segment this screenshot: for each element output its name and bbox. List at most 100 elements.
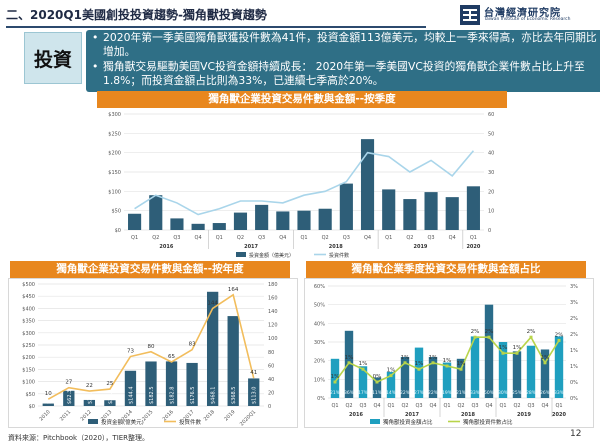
- x-tick-label: 2020Q1: [239, 409, 257, 427]
- x-year-label: 2020: [466, 244, 480, 250]
- x-tick-label: Q3: [427, 235, 434, 241]
- x-tick-label: 2010: [38, 409, 51, 422]
- summary-box: 投資 • 2020年第一季美國獨角獸獲投件數為41件，投資金額113億美元，均較…: [24, 30, 600, 92]
- bar: [344, 330, 354, 398]
- x-tick-label: Q3: [359, 403, 366, 409]
- legend-label: 投資件數: [179, 418, 202, 426]
- x-year-label: 2017: [244, 244, 258, 250]
- bar: [456, 358, 466, 398]
- x-tick-label: Q3: [471, 403, 478, 409]
- line-value-label: 1%: [415, 361, 424, 367]
- bar-value-label: 19%: [442, 390, 453, 396]
- series-point: [361, 367, 365, 371]
- bar-value-label: $182.5: [149, 387, 155, 405]
- line-value-label: 1%: [513, 345, 522, 351]
- bar: [403, 199, 417, 230]
- y-left-tick-label: $300: [22, 331, 35, 337]
- bar: [339, 183, 353, 230]
- x-tick-label: Q1: [470, 235, 477, 241]
- line-value-label: 80: [148, 344, 155, 350]
- bar: [276, 211, 290, 230]
- line-value-label: 1%: [387, 368, 396, 374]
- bar: [318, 208, 332, 230]
- x-tick-label: Q4: [485, 403, 492, 409]
- x-year-label: 2018: [461, 412, 475, 418]
- x-tick-label: Q2: [457, 403, 464, 409]
- y-left-tick-label: $150: [22, 367, 35, 373]
- logo: 台灣經濟研究院 Taiwan Institute of Economic Res…: [460, 3, 595, 27]
- line-value-label: 2%: [471, 329, 480, 335]
- bar: [358, 366, 368, 398]
- y-right-tick-label: 10: [488, 209, 494, 215]
- y-right-tick-label: 120: [268, 323, 278, 329]
- bar: [498, 342, 508, 398]
- bar-value-label: $176.5: [190, 387, 196, 405]
- x-tick-label: Q2: [406, 235, 413, 241]
- y-left-tick-label: $500: [22, 282, 35, 288]
- chart-frame: [304, 278, 594, 428]
- y-right-tick-label: 0: [488, 228, 491, 234]
- x-tick-label: Q4: [279, 235, 286, 241]
- header: 二、2020Q1美國創投投資趨勢-獨角獸投資趨勢 台灣經濟研究院 Taiwan …: [0, 0, 600, 28]
- y-right-tick-label: 0%: [570, 380, 578, 386]
- series-point: [431, 361, 435, 365]
- x-tick-label: Q1: [387, 403, 394, 409]
- bar: [484, 304, 494, 398]
- line-value-label: 1%: [443, 358, 452, 364]
- y-left-tick-label: 10%: [314, 377, 325, 383]
- x-tick-label: Q3: [527, 403, 534, 409]
- x-tick-label: Q1: [331, 403, 338, 409]
- x-tick-label: Q1: [216, 235, 223, 241]
- bar: [191, 223, 205, 230]
- y-left-tick-label: $250: [22, 343, 35, 349]
- bar: [428, 356, 438, 398]
- y-right-tick-label: 0%: [570, 396, 578, 402]
- x-tick-label: Q1: [131, 235, 138, 241]
- x-tick-label: 2016: [162, 409, 175, 422]
- line-value-label: 2%: [485, 329, 494, 335]
- series-point: [333, 380, 337, 384]
- line-value-label: 1%: [429, 355, 438, 361]
- y-left-tick-label: 60%: [314, 284, 325, 290]
- bar: [330, 358, 340, 398]
- y-right-tick-label: 1%: [570, 364, 578, 370]
- bullet-text: 2020年第一季美國獨角獸獲投件數為41件，投資金額113億美元，均較上一季來得…: [103, 31, 597, 58]
- bar: [165, 361, 178, 406]
- bar: [233, 212, 248, 230]
- legend-label: 投資金額（億美元）: [249, 252, 294, 259]
- x-tick-label: Q1: [555, 403, 562, 409]
- y-right-tick-label: 180: [268, 282, 278, 288]
- topic-tag: 投資: [24, 32, 82, 84]
- bar-value-label: 50%: [484, 390, 495, 396]
- y-right-tick-label: 3%: [570, 300, 578, 306]
- line-value-label: 41: [250, 370, 257, 376]
- chart-quarterly: $0 $50 $100 $150 $200 $250 $300 0 10 20 30 40 50 60 Q1…: [108, 112, 494, 259]
- y-right-tick-label: 140: [268, 309, 278, 315]
- x-tick-label: Q1: [300, 235, 307, 241]
- y-left-tick-label: 30%: [314, 340, 325, 346]
- line-value-label: 73: [127, 349, 134, 355]
- y-right-tick-label: 50: [488, 131, 494, 137]
- y-left-tick-label: 50%: [314, 303, 325, 309]
- series-point: [515, 351, 519, 355]
- y-right-tick-label: 160: [268, 296, 278, 302]
- line-value-label: 25: [106, 381, 113, 387]
- x-tick-label: Q2: [401, 403, 408, 409]
- y-right-tick-label: 3%: [570, 284, 578, 290]
- line-value-label: 27: [65, 380, 72, 386]
- line-value-label: 1%: [541, 355, 550, 361]
- y-right-tick-label: 2%: [570, 332, 578, 338]
- bar-value-label: $182.8: [170, 387, 176, 405]
- chart-quarterly-title: 獨角獸企業投資交易件數與金額--按季度: [97, 91, 507, 108]
- bar-value-label: 21%: [330, 390, 341, 396]
- series-point: [529, 335, 533, 339]
- y-left-tick-label: $0: [29, 404, 35, 410]
- x-tick-label: Q1: [443, 403, 450, 409]
- y-left-tick-label: $50: [111, 209, 121, 215]
- x-tick-label: Q4: [541, 403, 548, 409]
- y-right-tick-label: 30: [488, 170, 494, 176]
- line-value-label: 1%: [345, 355, 354, 361]
- source-note: 資料來源：Pitchbook（2020），TIER整理。: [8, 434, 150, 442]
- bar: [442, 362, 452, 398]
